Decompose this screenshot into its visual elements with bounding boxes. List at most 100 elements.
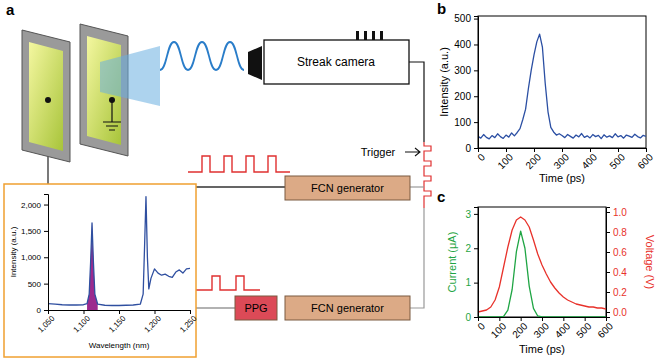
axis-line: [607, 208, 611, 318]
axis-title: Current (μA): [446, 232, 458, 293]
camera-box: [264, 40, 409, 84]
figure: aStreak cameraTriggerFCN generatorPPGFCN…: [0, 0, 660, 361]
tick-mark: [606, 232, 610, 233]
tick: 500: [28, 280, 48, 289]
trigger-line: [409, 62, 424, 142]
tick-label: 0.0: [613, 307, 627, 318]
tick-label: 500: [454, 13, 471, 24]
tick-mark: [44, 310, 48, 311]
plot-area: [478, 34, 646, 139]
electrical-pulses: [196, 276, 260, 290]
panel-label: b: [437, 0, 446, 17]
wire: [410, 186, 424, 187]
tick-label: 400: [454, 39, 471, 50]
tick-label: 0.6: [613, 247, 627, 258]
tick-label: 300: [551, 151, 571, 171]
tick: 400: [553, 317, 573, 340]
tick-label: 3: [465, 209, 471, 220]
tick: 100: [489, 317, 509, 340]
tick-mark: [474, 70, 478, 71]
tick-label: 1,050: [36, 314, 57, 335]
tick-label: 1,200: [143, 314, 164, 335]
tick: 3: [465, 209, 478, 220]
tick-label: 400: [553, 320, 573, 340]
tick-mark: [474, 283, 478, 284]
axis-title: Intensity (a.u.): [438, 47, 450, 117]
tick-mark: [606, 272, 610, 273]
tick-label: 0: [475, 320, 487, 332]
tick: 500: [454, 13, 478, 24]
line: [48, 197, 190, 306]
tick: 200: [454, 91, 478, 102]
tick: 1,500: [21, 227, 48, 236]
tick: 100: [495, 148, 515, 171]
electrical-pulses: [188, 156, 290, 172]
tick-label: 0.8: [613, 227, 627, 238]
tick-mark: [474, 19, 478, 20]
line: [478, 34, 646, 139]
node-label: FCN generator: [311, 182, 384, 194]
tick-mark: [474, 317, 478, 318]
tick-label: 0: [465, 143, 471, 154]
panel-label: c: [437, 188, 445, 205]
trigger-arrow: [405, 148, 420, 156]
tick-label: 300: [454, 65, 471, 76]
tick-mark: [84, 310, 85, 314]
tick: 400: [579, 148, 599, 171]
axis: 0 1 2 3: [465, 208, 478, 323]
tick-label: 500: [28, 280, 42, 289]
axis-title: Time (ps): [519, 343, 565, 355]
tick: 1,000: [21, 253, 48, 262]
plot-frame: [478, 16, 646, 148]
tick: 1: [465, 277, 478, 288]
tick-mark: [606, 312, 610, 313]
tick-label: 0: [37, 306, 42, 315]
tick-label: 1: [465, 277, 471, 288]
ppg-box: [235, 296, 277, 320]
tick: 1,150: [107, 310, 128, 334]
tick: 400: [454, 39, 478, 50]
axis: 0 500 1,000 1,500 2,000: [21, 195, 49, 316]
line: [478, 231, 606, 317]
tick-label: 0: [465, 312, 471, 323]
camera-knob: [372, 31, 375, 40]
electrode-frame: [22, 30, 70, 162]
axis: 0.00.20.40.60.81.0: [606, 207, 627, 318]
panel-label: a: [6, 1, 15, 18]
tick-label: 100: [454, 117, 471, 128]
tick-label: 100: [495, 151, 515, 171]
tick: 2,000: [21, 201, 48, 210]
axis-line: [49, 311, 191, 315]
tick: 100: [454, 117, 478, 128]
plot-area: [48, 197, 190, 310]
axis-title: Time (ps): [539, 172, 585, 184]
camera-knob: [356, 31, 359, 40]
inset-frame: [4, 184, 196, 357]
wire: [410, 208, 424, 308]
electrode: [29, 42, 63, 151]
tick: 1.0: [606, 207, 627, 218]
tick: 0: [465, 143, 478, 154]
camera-knob: [380, 31, 383, 40]
tick: 2: [465, 243, 478, 254]
tick-label: 0: [475, 151, 487, 163]
tick: 1,250: [178, 310, 199, 334]
tick: 600: [595, 317, 615, 340]
axis-line: [474, 17, 479, 149]
tick: 0.0: [606, 307, 627, 318]
tick: 300: [531, 317, 551, 340]
tick: 300: [454, 65, 478, 76]
tick-label: 1,500: [21, 227, 42, 236]
tick: 0: [465, 312, 478, 323]
camera-knob: [364, 31, 367, 40]
chart: 1,050 1,100 1,150 1,200 1,250 0 500 1,000 1,500 2…: [9, 195, 199, 351]
node-label: FCN generator: [311, 302, 384, 314]
emission-beam: [100, 46, 160, 106]
tick-mark: [606, 212, 610, 213]
plot-area: [478, 217, 606, 317]
tick-label: 1,100: [72, 314, 93, 335]
axis: 0 100 200 300 400 500: [454, 13, 478, 153]
tick-mark: [474, 122, 478, 123]
node-label: PPG: [244, 302, 267, 314]
axis: 0100200300400500600: [475, 317, 615, 340]
